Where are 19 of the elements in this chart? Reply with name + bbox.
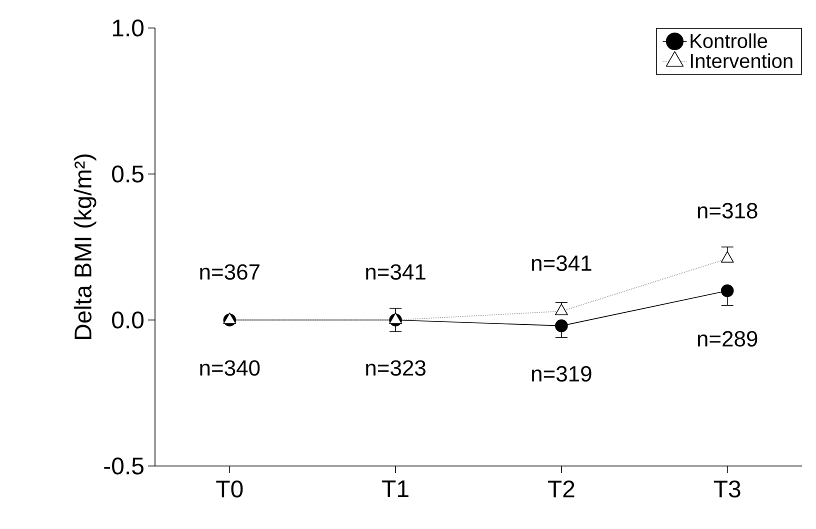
annotation: n=289 [698, 330, 758, 347]
x-tick-label: T3 [714, 480, 740, 498]
y-tick-label: -0.5 [104, 457, 144, 474]
annotation: n=323 [366, 360, 426, 376]
annotation: n=367 [200, 264, 260, 280]
annotation: n=318 [698, 202, 758, 218]
annotation: n=341 [366, 264, 426, 280]
y-tick-label: 1.0 [112, 20, 144, 36]
legend-label: Kontrolle [690, 33, 768, 48]
annotation: n=341 [532, 255, 592, 272]
x-tick-label: T2 [548, 480, 574, 498]
y-tick-label: 0.0 [112, 312, 144, 328]
y-axis-title: Delta BMI (kg/m²) [74, 154, 96, 340]
legend-label: Intervention [690, 53, 792, 68]
y-tick-label: 0.5 [112, 166, 144, 182]
x-tick-label: T1 [382, 480, 408, 498]
annotation: n=319 [532, 366, 592, 382]
x-tick-label: T0 [216, 480, 243, 498]
annotation: n=340 [200, 360, 260, 376]
